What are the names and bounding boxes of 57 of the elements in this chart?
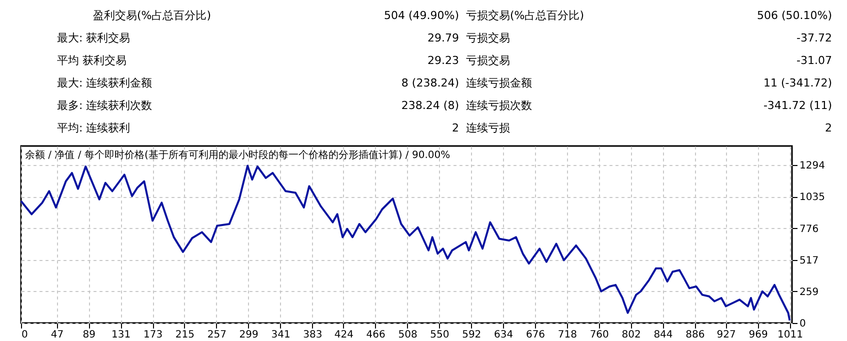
x-tick-label: 592 — [462, 330, 482, 340]
text: -31.07 — [796, 54, 832, 67]
text: 平均: 连续获利 — [57, 122, 130, 134]
x-tick-label: 466 — [366, 330, 386, 340]
text: 亏损交易 — [466, 54, 510, 67]
x-tick-label: 257 — [207, 330, 226, 340]
text: 最大: 获利交易 — [57, 32, 130, 44]
text: 最大: 连续获利金额 — [57, 76, 152, 90]
text: 盈利交易(%占总百分比) — [93, 9, 212, 22]
y-tick-label: 1294 — [800, 160, 825, 172]
text: 504 (49.90%) — [384, 9, 459, 22]
x-tick-label: 131 — [112, 330, 131, 340]
x-tick-label: 969 — [748, 330, 768, 340]
y-tick-label: 259 — [800, 286, 819, 298]
text: 238.24 (8) — [401, 99, 459, 112]
x-tick-label: 0 — [22, 330, 28, 340]
text: 506 (50.10%) — [756, 9, 832, 22]
x-tick-label: 886 — [686, 330, 705, 340]
text: 2 — [825, 122, 832, 134]
x-tick-label: 550 — [430, 330, 450, 340]
text: 最多: 连续获利次数 — [57, 99, 152, 112]
y-tick-label: 0 — [800, 318, 806, 330]
x-tick-label: 760 — [590, 330, 609, 340]
text: 8 (238.24) — [401, 76, 459, 90]
x-tick-label: 89 — [82, 330, 96, 340]
y-tick-label: 776 — [800, 224, 819, 235]
y-tick-label: 1035 — [800, 192, 825, 204]
x-tick-label: 802 — [622, 330, 641, 340]
x-tick-label: 215 — [175, 330, 195, 340]
line-series — [20, 164, 791, 322]
x-tick-label: 1011 — [777, 330, 803, 340]
x-tick-label: 718 — [558, 330, 577, 340]
text: 亏损交易(%占总百分比) — [466, 9, 584, 22]
text: -37.72 — [796, 32, 832, 44]
x-tick-label: 47 — [50, 330, 64, 340]
text: 平均 获利交易 — [57, 54, 126, 67]
text: 11 (-341.72) — [763, 76, 832, 90]
x-tick-label: 173 — [143, 330, 163, 340]
chart-title: 余额 / 净值 / 每个即时价格(基于所有可利用的最小时段的每一个价格的分形插值计算) / 90.00% — [25, 149, 450, 161]
text: -341.72 (11) — [763, 99, 832, 112]
text: 29.23 — [428, 54, 459, 67]
y-tick-label: 517 — [800, 255, 819, 266]
text: 连续亏损次数 — [466, 99, 532, 112]
text: 29.79 — [428, 32, 459, 44]
text: 连续亏损金额 — [466, 76, 532, 90]
x-tick-label: 927 — [716, 330, 736, 340]
x-tick-label: 676 — [526, 330, 546, 340]
x-tick-label: 383 — [303, 330, 322, 340]
text: 连续亏损 — [466, 122, 510, 134]
text: 2 — [452, 122, 459, 134]
x-tick-label: 634 — [494, 330, 514, 340]
x-tick-label: 424 — [334, 330, 354, 340]
x-tick-label: 844 — [654, 330, 673, 340]
text: 亏损交易 — [466, 32, 510, 44]
x-tick-label: 508 — [398, 330, 418, 340]
x-tick-label: 341 — [271, 330, 290, 340]
x-tick-label: 299 — [239, 330, 258, 340]
